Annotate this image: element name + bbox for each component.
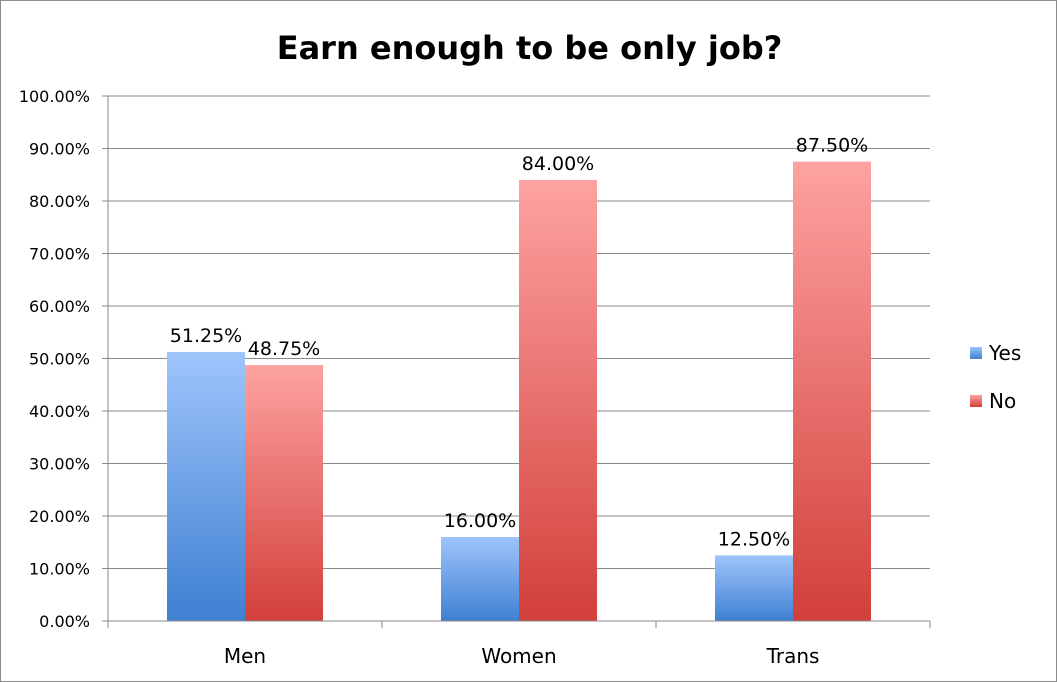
bar-no-men bbox=[245, 365, 323, 621]
y-tick-label: 70.00% bbox=[29, 245, 90, 264]
x-category-label: Women bbox=[481, 644, 556, 668]
data-label: 87.50% bbox=[796, 135, 868, 157]
bars bbox=[167, 161, 871, 621]
y-tick-label: 20.00% bbox=[29, 507, 90, 526]
x-category-label: Men bbox=[224, 644, 266, 668]
legend-label-no: No bbox=[989, 389, 1016, 413]
y-tick-label: 60.00% bbox=[29, 297, 90, 316]
bar-no-women bbox=[519, 180, 597, 621]
y-tick-label: 0.00% bbox=[39, 612, 90, 631]
bar-yes-trans bbox=[715, 555, 793, 621]
axes: 0.00% 10.00% 20.00% 30.00% 40.00% 50.00% 60.00… bbox=[19, 87, 931, 668]
legend-label-yes: Yes bbox=[988, 341, 1021, 365]
bar-no-trans bbox=[793, 161, 871, 621]
data-label: 16.00% bbox=[444, 510, 516, 532]
x-category-label: Trans bbox=[766, 644, 820, 668]
y-tick-label: 100.00% bbox=[19, 87, 90, 106]
data-labels: 51.25% 48.75% 16.00% 84.00% 12.50% 87.50% bbox=[170, 135, 868, 551]
data-label: 84.00% bbox=[522, 153, 594, 175]
legend-swatch-no bbox=[970, 395, 982, 407]
y-tick-label: 90.00% bbox=[29, 140, 90, 159]
y-tick-label: 80.00% bbox=[29, 192, 90, 211]
data-label: 51.25% bbox=[170, 325, 242, 347]
data-label: 48.75% bbox=[248, 338, 320, 360]
legend: Yes No bbox=[970, 341, 1021, 413]
legend-swatch-yes bbox=[970, 347, 982, 359]
bar-yes-men bbox=[167, 351, 245, 621]
bar-yes-women bbox=[441, 537, 519, 621]
y-tick-label: 40.00% bbox=[29, 402, 90, 421]
y-tick-label: 30.00% bbox=[29, 455, 90, 474]
y-tick-label: 10.00% bbox=[29, 560, 90, 579]
data-label: 12.50% bbox=[718, 528, 790, 550]
chart-title: Earn enough to be only job? bbox=[276, 29, 783, 67]
y-tick-label: 50.00% bbox=[29, 350, 90, 369]
